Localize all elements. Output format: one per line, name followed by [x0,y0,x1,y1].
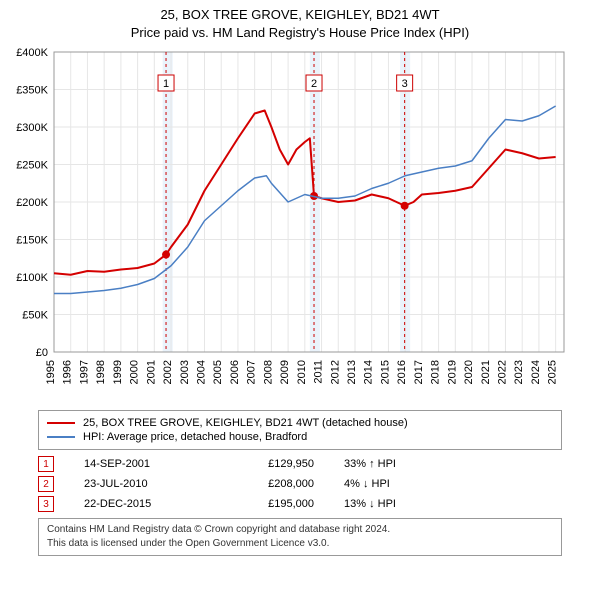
svg-text:2013: 2013 [346,360,358,384]
svg-text:2023: 2023 [513,360,525,384]
sale-marker: 3 [38,496,54,512]
svg-text:2022: 2022 [496,360,508,384]
chart: £0 £50K £100K £150K £200K £250K £300K £350K £400… [8,46,592,406]
svg-text:2025: 2025 [547,360,559,384]
sale-date: 23-JUL-2010 [84,478,194,490]
sale-date: 22-DEC-2015 [84,498,194,510]
svg-text:2017: 2017 [413,360,425,384]
svg-text:2016: 2016 [396,360,408,384]
svg-text:£100K: £100K [16,272,48,284]
footer: Contains HM Land Registry data © Crown c… [38,518,562,556]
sales-row: 2 23-JUL-2010 £208,000 4% ↓ HPI [38,476,562,492]
sale-marker: 1 [38,456,54,472]
svg-text:2000: 2000 [129,360,141,384]
svg-text:£0: £0 [36,347,48,359]
sales-row: 3 22-DEC-2015 £195,000 13% ↓ HPI [38,496,562,512]
sale-date: 14-SEP-2001 [84,458,194,470]
svg-text:1998: 1998 [95,360,107,384]
svg-text:2009: 2009 [279,360,291,384]
svg-text:2024: 2024 [530,360,542,384]
chart-svg: £0 £50K £100K £150K £200K £250K £300K £350K £400… [8,46,568,406]
legend-label-2: HPI: Average price, detached house, Brad… [83,431,307,443]
svg-text:2002: 2002 [162,360,174,384]
svg-text:2014: 2014 [363,360,375,384]
svg-text:£400K: £400K [16,47,48,59]
svg-text:2011: 2011 [313,360,325,384]
svg-text:1997: 1997 [78,360,90,384]
svg-text:2010: 2010 [296,360,308,384]
svg-text:2019: 2019 [446,360,458,384]
sale-price: £208,000 [224,478,314,490]
svg-text:1996: 1996 [62,360,74,384]
sale-hpi: 33% ↑ HPI [344,458,454,470]
svg-text:2012: 2012 [329,360,341,384]
title-line-1: 25, BOX TREE GROVE, KEIGHLEY, BD21 4WT [8,6,592,24]
sale-marker: 2 [38,476,54,492]
footer-line-1: Contains HM Land Registry data © Crown c… [47,523,553,537]
sale-hpi: 4% ↓ HPI [344,478,454,490]
svg-text:2021: 2021 [480,360,492,384]
svg-text:2020: 2020 [463,360,475,384]
svg-text:2018: 2018 [430,360,442,384]
legend-label-1: 25, BOX TREE GROVE, KEIGHLEY, BD21 4WT (… [83,417,408,429]
sales-table: 1 14-SEP-2001 £129,950 33% ↑ HPI 2 23-JUL-201… [38,456,562,512]
svg-text:3: 3 [402,78,408,90]
svg-text:2007: 2007 [246,360,258,384]
svg-text:1999: 1999 [112,360,124,384]
footer-line-2: This data is licensed under the Open Gov… [47,537,553,551]
page: 25, BOX TREE GROVE, KEIGHLEY, BD21 4WT P… [0,0,600,566]
svg-text:2005: 2005 [212,360,224,384]
svg-text:£300K: £300K [16,122,48,134]
legend-row-1: 25, BOX TREE GROVE, KEIGHLEY, BD21 4WT (… [47,417,553,429]
svg-text:£350K: £350K [16,85,48,97]
sale-price: £129,950 [224,458,314,470]
svg-text:2008: 2008 [262,360,274,384]
svg-text:2004: 2004 [195,360,207,384]
svg-text:£50K: £50K [22,310,48,322]
svg-text:2001: 2001 [145,360,157,384]
svg-text:£250K: £250K [16,160,48,172]
legend-swatch-2 [47,436,75,438]
title-line-2: Price paid vs. HM Land Registry's House … [8,24,592,42]
svg-text:2: 2 [311,78,317,90]
sale-price: £195,000 [224,498,314,510]
svg-text:1: 1 [163,78,169,90]
svg-text:2015: 2015 [379,360,391,384]
legend: 25, BOX TREE GROVE, KEIGHLEY, BD21 4WT (… [38,410,562,450]
title-block: 25, BOX TREE GROVE, KEIGHLEY, BD21 4WT P… [8,6,592,42]
sale-hpi: 13% ↓ HPI [344,498,454,510]
sales-row: 1 14-SEP-2001 £129,950 33% ↑ HPI [38,456,562,472]
svg-text:£200K: £200K [16,197,48,209]
svg-text:2003: 2003 [179,360,191,384]
svg-text:2006: 2006 [229,360,241,384]
svg-text:£150K: £150K [16,235,48,247]
legend-row-2: HPI: Average price, detached house, Brad… [47,431,553,443]
svg-text:1995: 1995 [45,360,57,384]
legend-swatch-1 [47,422,75,424]
